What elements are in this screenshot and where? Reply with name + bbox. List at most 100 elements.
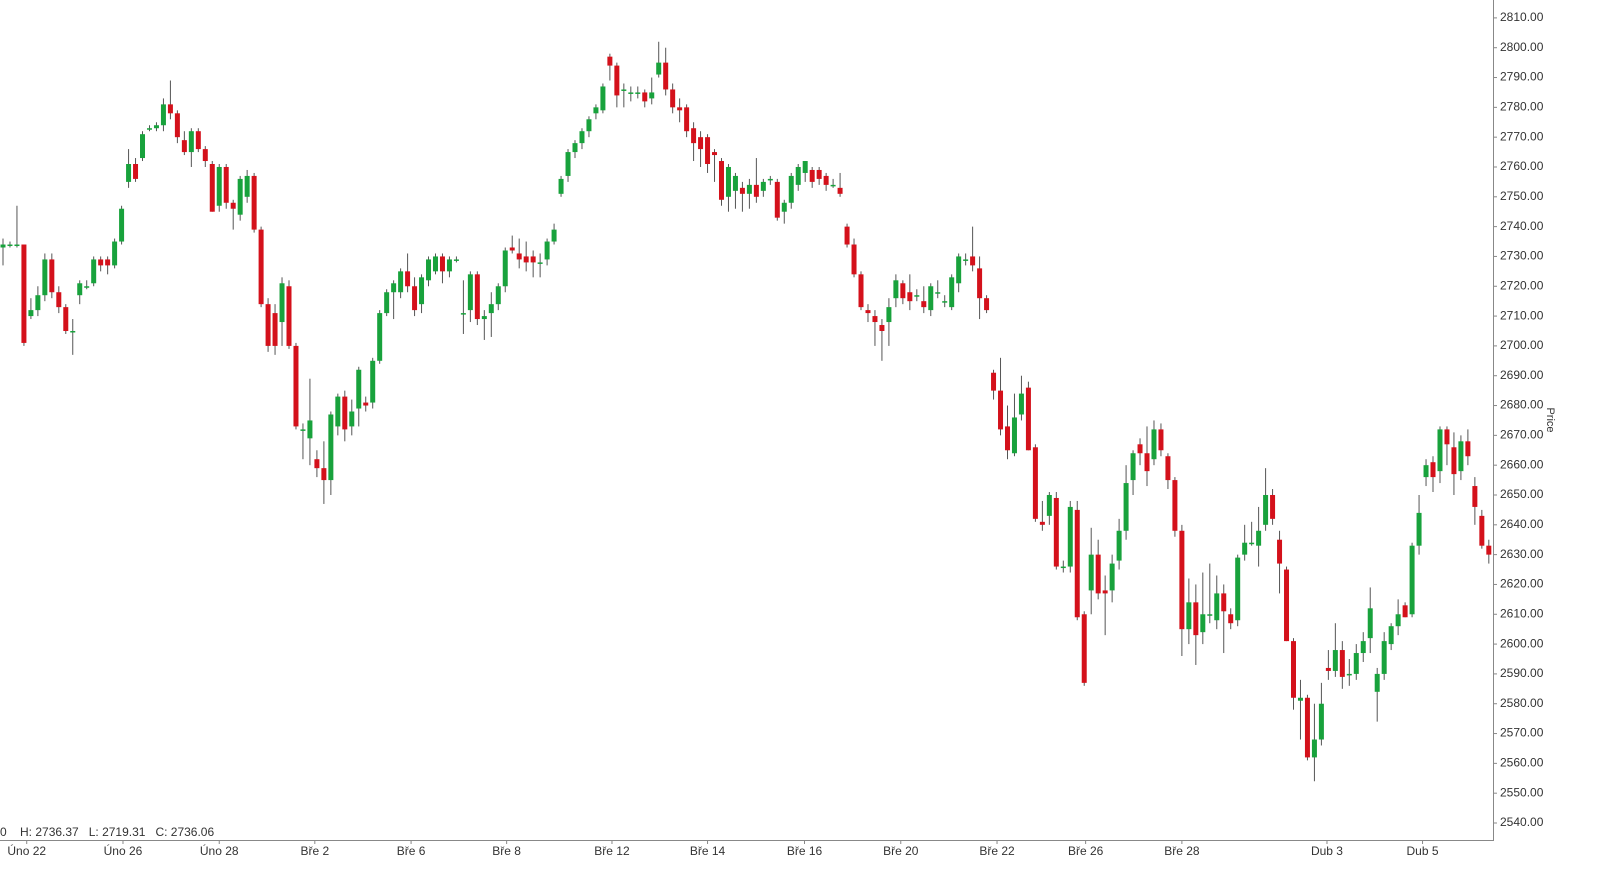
candle-body [481,316,487,320]
y-tick-label: 2760.00 [1500,159,1544,173]
candle-body [1137,444,1143,454]
candle-body [844,226,850,245]
candle-body [1284,569,1290,642]
y-tick-label: 2580.00 [1500,696,1544,710]
candle-body [1332,650,1338,671]
candle-body [363,402,369,406]
candle-body [858,274,864,308]
candle-body [642,92,648,102]
candle-body [195,131,201,150]
candle-body [1249,542,1255,545]
candle-body [1472,486,1478,507]
candle-body [725,166,731,197]
candle-body [586,119,592,132]
candle-body [328,414,334,481]
y-tick-label: 2800.00 [1500,40,1544,54]
y-tick-label: 2560.00 [1500,756,1544,770]
candle-body [614,65,620,96]
candle-body [1416,512,1422,546]
candle-body [293,345,299,427]
y-tick-label: 2660.00 [1500,457,1544,471]
candle-body [1304,697,1310,758]
y-tick-label: 2570.00 [1500,726,1544,740]
candle-body [1290,641,1296,698]
candle-body [921,301,927,308]
candle-body [1172,480,1178,531]
candle-body [851,244,857,275]
candle-body [14,244,20,247]
candle-body [1402,605,1408,618]
candle-body [1060,566,1066,569]
candle-body [677,107,683,111]
candle-body [795,166,801,185]
candle-body [1395,614,1401,627]
candle-body [1256,530,1262,546]
y-tick-label: 2590.00 [1500,666,1544,680]
candle-body [621,89,627,91]
candle-body [991,372,997,391]
candle-body [84,286,90,288]
candle-body [1325,667,1331,671]
candle-body [774,181,780,218]
candle-body [1123,483,1129,531]
candle-body [963,259,969,261]
x-tick-label: Dub 5 [1407,844,1439,858]
candle-body [258,229,264,305]
candle-body [558,178,564,194]
candle-body [949,277,955,308]
candle-body [1207,614,1213,616]
y-tick-label: 2780.00 [1500,100,1544,114]
candle-body [1346,673,1352,676]
candle-body [35,295,41,311]
candle-body [1451,447,1457,475]
x-tick-label: Bře 28 [1164,844,1200,858]
candle-body [837,187,843,194]
candle-body [523,256,529,263]
candle-body [488,304,494,314]
candle-body [572,143,578,153]
candle-body [21,244,27,343]
candle-body [1353,653,1359,674]
candle-body [698,137,704,150]
candle-body [384,292,390,314]
candle-body [712,152,718,156]
candle-body [1067,506,1073,567]
candle-body [509,247,515,251]
candle-body [426,259,432,281]
candle-body [439,256,445,272]
candle-body [63,307,69,331]
candle-body [893,280,899,299]
candle-body [1214,593,1220,621]
candle-body [1235,557,1241,621]
candle-body [265,304,271,346]
candle-body [1297,697,1303,701]
candle-body [174,113,180,138]
candle-body [356,369,362,409]
candle-body [398,271,404,293]
candle-body [732,175,738,191]
candle-body [1046,494,1052,516]
candle-body [656,62,662,75]
candle-body [1367,608,1373,639]
y-tick-label: 2600.00 [1500,636,1544,650]
x-tick-label: Dub 3 [1311,844,1343,858]
candle-body [1381,641,1387,674]
candle-body [251,175,257,230]
y-tick-label: 2610.00 [1500,606,1544,620]
candle-body [872,316,878,323]
candle-body [28,310,34,317]
candle-body [886,307,892,323]
candle-body [1088,554,1094,591]
candle-body [237,178,243,215]
candle-body [126,164,132,182]
x-tick-label: Bře 20 [883,844,919,858]
candle-body [1130,453,1136,481]
candle-body [349,411,355,427]
candle-body [781,202,787,212]
candle-body [1263,494,1269,525]
candle-body [684,107,690,132]
candle-body [753,184,759,197]
candle-body [879,325,885,331]
candle-body [649,92,655,99]
